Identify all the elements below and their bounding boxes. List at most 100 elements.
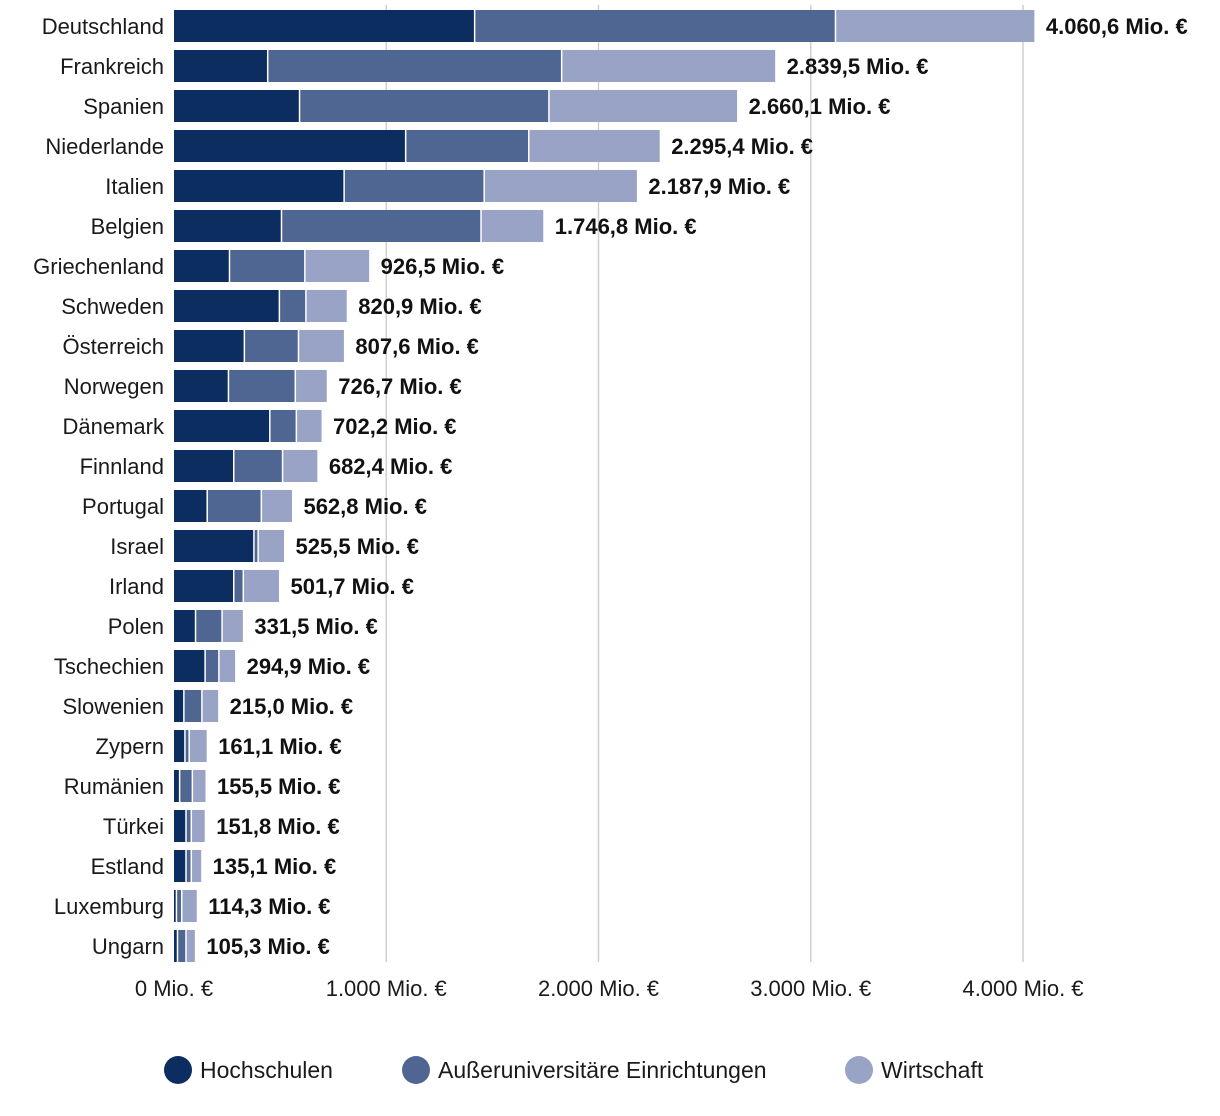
bar-segment-hochschulen[interactable] xyxy=(174,810,186,842)
bar-segment-wirtschaft[interactable] xyxy=(258,530,285,562)
bar-segment-wirtschaft[interactable] xyxy=(189,730,207,762)
bar-segment-hochschulen[interactable] xyxy=(174,130,405,162)
bar-segment-wirtschaft[interactable] xyxy=(836,10,1035,42)
bar-segment-wirtschaft[interactable] xyxy=(192,850,202,882)
bar-segment-wirtschaft[interactable] xyxy=(244,570,279,602)
bar-segment-wirtschaft[interactable] xyxy=(219,650,236,682)
category-label: Niederlande xyxy=(45,134,164,159)
bar-segment-wirtschaft[interactable] xyxy=(182,890,197,922)
bar-segment-hochschulen[interactable] xyxy=(174,50,267,82)
bar-segment-wirtschaft[interactable] xyxy=(306,290,347,322)
category-label: Irland xyxy=(109,574,164,599)
x-axis-ticks: 0 Mio. € 1.000 Mio. € 2.000 Mio. € 3.000 Mi… xyxy=(135,976,1084,1001)
total-value-label: 702,2 Mio. € xyxy=(333,414,457,439)
bar-segment-hochschulen[interactable] xyxy=(174,290,279,322)
bar-segment-wirtschaft[interactable] xyxy=(296,370,327,402)
bar-segment-ausseruniversitaere[interactable] xyxy=(245,330,298,362)
bar-segment-hochschulen[interactable] xyxy=(174,930,177,962)
bar-segment-ausseruniversitaere[interactable] xyxy=(344,170,484,202)
legend-swatch-wirtschaft xyxy=(845,1056,873,1084)
bar-segment-hochschulen[interactable] xyxy=(174,330,244,362)
bar-segment-hochschulen[interactable] xyxy=(174,690,184,722)
bar-segment-hochschulen[interactable] xyxy=(174,890,176,922)
bar-segment-ausseruniversitaere[interactable] xyxy=(475,10,835,42)
bar-segment-hochschulen[interactable] xyxy=(174,250,229,282)
total-value-label: 155,5 Mio. € xyxy=(217,774,341,799)
total-value-label: 1.746,8 Mio. € xyxy=(555,214,697,239)
category-label: Griechenland xyxy=(33,254,164,279)
bar-segment-ausseruniversitaere[interactable] xyxy=(184,690,202,722)
bar-segment-ausseruniversitaere[interactable] xyxy=(177,890,181,922)
bar-segment-wirtschaft[interactable] xyxy=(186,930,195,962)
bar-segment-hochschulen[interactable] xyxy=(174,450,233,482)
bar-segment-hochschulen[interactable] xyxy=(174,370,228,402)
bar-segment-ausseruniversitaere[interactable] xyxy=(270,410,296,442)
bar-segment-wirtschaft[interactable] xyxy=(297,410,322,442)
bar-segment-hochschulen[interactable] xyxy=(174,170,344,202)
category-label: Slowenien xyxy=(62,694,164,719)
bar-segment-wirtschaft[interactable] xyxy=(192,810,205,842)
bar-segment-ausseruniversitaere[interactable] xyxy=(178,930,186,962)
bar-segment-hochschulen[interactable] xyxy=(174,770,179,802)
bar-segment-ausseruniversitaere[interactable] xyxy=(180,770,192,802)
x-tick-label: 1.000 Mio. € xyxy=(326,976,447,1001)
legend: Hochschulen Außeruniversitäre Einrichtun… xyxy=(0,1052,1220,1092)
legend-item-ausseruniversitaere[interactable]: Außeruniversitäre Einrichtungen xyxy=(402,1052,767,1088)
legend-item-wirtschaft[interactable]: Wirtschaft xyxy=(845,1052,983,1088)
category-label: Spanien xyxy=(83,94,164,119)
bar-segment-hochschulen[interactable] xyxy=(174,10,474,42)
bar-segment-ausseruniversitaere[interactable] xyxy=(229,370,295,402)
bar-segment-ausseruniversitaere[interactable] xyxy=(268,50,561,82)
bar-segment-hochschulen[interactable] xyxy=(174,850,186,882)
total-value-label: 926,5 Mio. € xyxy=(381,254,505,279)
bar-segment-wirtschaft[interactable] xyxy=(262,490,292,522)
bar-segment-ausseruniversitaere[interactable] xyxy=(186,810,191,842)
bar-segment-hochschulen[interactable] xyxy=(174,490,207,522)
bar-segment-ausseruniversitaere[interactable] xyxy=(254,530,258,562)
bar-segment-wirtschaft[interactable] xyxy=(222,610,243,642)
bar-segment-wirtschaft[interactable] xyxy=(484,170,637,202)
bar-segment-wirtschaft[interactable] xyxy=(549,90,738,122)
bar-segment-hochschulen[interactable] xyxy=(174,570,233,602)
total-value-label: 562,8 Mio. € xyxy=(303,494,427,519)
bar-segment-ausseruniversitaere[interactable] xyxy=(280,290,306,322)
total-value-label: 215,0 Mio. € xyxy=(230,694,354,719)
category-label: Israel xyxy=(110,534,164,559)
legend-item-hochschulen[interactable]: Hochschulen xyxy=(164,1052,333,1088)
bar-segment-ausseruniversitaere[interactable] xyxy=(207,490,261,522)
bar-segment-ausseruniversitaere[interactable] xyxy=(205,650,219,682)
bar-segment-ausseruniversitaere[interactable] xyxy=(196,610,222,642)
bar-segment-wirtschaft[interactable] xyxy=(202,690,219,722)
total-value-label: 161,1 Mio. € xyxy=(218,734,342,759)
bar-segment-wirtschaft[interactable] xyxy=(283,450,318,482)
bar-segment-wirtschaft[interactable] xyxy=(481,210,544,242)
bar-segment-hochschulen[interactable] xyxy=(174,610,195,642)
bar-segment-ausseruniversitaere[interactable] xyxy=(186,850,191,882)
bar-segment-hochschulen[interactable] xyxy=(174,90,299,122)
bar-segment-wirtschaft[interactable] xyxy=(305,250,370,282)
bar-segment-ausseruniversitaere[interactable] xyxy=(300,90,549,122)
total-value-label: 807,6 Mio. € xyxy=(355,334,479,359)
bars xyxy=(174,10,1035,962)
bar-segment-ausseruniversitaere[interactable] xyxy=(230,250,305,282)
bar-segment-wirtschaft[interactable] xyxy=(193,770,206,802)
category-label: Luxemburg xyxy=(54,894,164,919)
bar-segment-hochschulen[interactable] xyxy=(174,530,254,562)
bar-segment-hochschulen[interactable] xyxy=(174,410,270,442)
category-label: Ungarn xyxy=(92,934,164,959)
bar-segment-wirtschaft[interactable] xyxy=(299,330,344,362)
bar-segment-ausseruniversitaere[interactable] xyxy=(406,130,529,162)
bar-segment-ausseruniversitaere[interactable] xyxy=(234,570,243,602)
total-value-label: 501,7 Mio. € xyxy=(290,574,414,599)
bar-segment-ausseruniversitaere[interactable] xyxy=(282,210,481,242)
bar-segment-wirtschaft[interactable] xyxy=(562,50,776,82)
bar-segment-hochschulen[interactable] xyxy=(174,730,185,762)
bar-segment-hochschulen[interactable] xyxy=(174,210,281,242)
category-label: Zypern xyxy=(96,734,164,759)
total-value-label: 105,3 Mio. € xyxy=(206,934,330,959)
bar-segment-ausseruniversitaere[interactable] xyxy=(234,450,282,482)
category-label: Schweden xyxy=(61,294,164,319)
bar-segment-ausseruniversitaere[interactable] xyxy=(185,730,189,762)
bar-segment-wirtschaft[interactable] xyxy=(529,130,660,162)
bar-segment-hochschulen[interactable] xyxy=(174,650,205,682)
